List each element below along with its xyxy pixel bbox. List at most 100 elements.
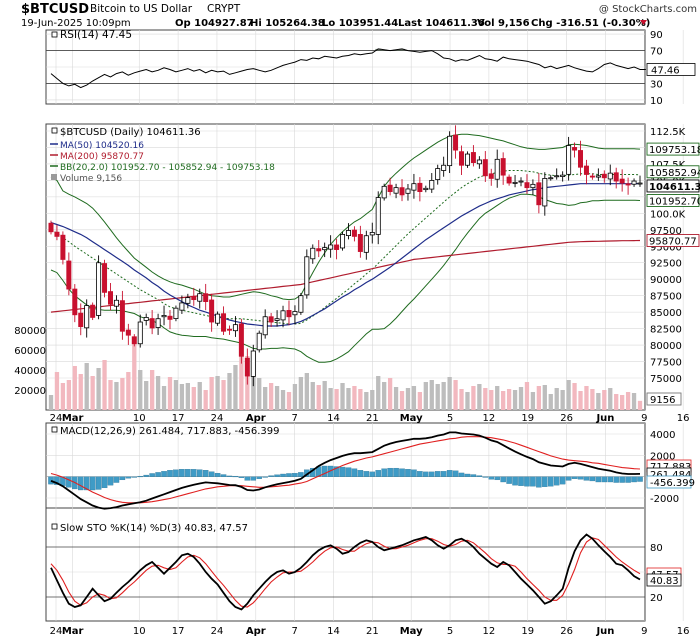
candle-body: [262, 316, 268, 336]
macd-histogram-bar: [125, 476, 132, 479]
x-tick-label: 19: [521, 413, 534, 424]
volume-bar: [280, 390, 286, 410]
volume-bar: [54, 372, 60, 410]
bb-upper-tag-label: 109753.18: [649, 145, 700, 156]
volume-bar: [483, 388, 488, 410]
candle-body: [375, 197, 381, 235]
x-tick-label: 16: [677, 626, 690, 637]
volume-bar: [322, 381, 327, 410]
candle-body: [512, 181, 518, 184]
macd-histogram-bar: [196, 469, 203, 477]
candle-body: [96, 262, 102, 316]
volume-bar: [631, 393, 637, 410]
volume-bar: [501, 391, 506, 410]
candle-body: [173, 307, 179, 319]
candle-body: [298, 295, 304, 313]
rsi-y-tick: 90: [650, 30, 663, 41]
volume-bar: [465, 392, 470, 410]
bb-lower-line: [50, 193, 641, 363]
macd-histogram-bar: [208, 471, 215, 477]
macd-histogram-bar: [530, 476, 536, 487]
volume-bar: [340, 383, 345, 410]
macd-histogram-bar: [637, 476, 643, 482]
volume-bar: [316, 385, 321, 410]
volume-bar: [477, 384, 482, 410]
price-y-tick: 97500: [650, 226, 682, 237]
candle-body: [417, 182, 423, 192]
macd-histogram-bar: [494, 476, 500, 481]
candle-body: [137, 321, 143, 345]
macd-histogram-bar: [107, 476, 114, 486]
stochastic-k-line: [50, 533, 641, 611]
candle-body: [613, 172, 619, 182]
candle-body: [226, 328, 232, 331]
candle-body: [345, 230, 351, 236]
volume-bar: [376, 376, 381, 410]
volume-bar: [560, 390, 565, 410]
macd-histogram-bar: [280, 473, 286, 477]
macd-value-label: 717.883: [650, 462, 691, 473]
macd-histogram-bar: [613, 476, 619, 483]
x-tick-label: May: [400, 626, 423, 637]
volume-bar: [132, 344, 137, 410]
x-tick-label: 14: [327, 413, 340, 424]
macd-histogram-bar: [155, 472, 161, 477]
volume-y-tick: 20000: [14, 386, 46, 397]
macd-y-tick: -2000: [650, 494, 679, 505]
candle-body: [578, 150, 584, 168]
volume-bar: [167, 377, 173, 410]
candle-body: [280, 310, 286, 321]
rsi-value-label: 47.46: [651, 65, 680, 76]
header-high: Hi 105264.38: [250, 18, 325, 29]
volume-bar: [221, 380, 226, 410]
x-tick-label: 10: [133, 413, 146, 424]
candle-body: [518, 180, 524, 183]
x-tick-label: 16: [677, 413, 690, 424]
candle-body: [631, 180, 637, 185]
volume-tag-label: 9156: [650, 395, 675, 406]
volume-bar: [405, 388, 411, 410]
x-tick-label: Mar: [62, 413, 84, 424]
candle-body: [274, 318, 280, 321]
candle-body: [292, 311, 298, 316]
macd-histogram-bar: [149, 473, 155, 477]
candle-body: [589, 175, 595, 178]
symbol-title: $BTCUSD: [21, 2, 89, 17]
macd-histogram-bar: [143, 474, 149, 477]
candle-body: [328, 244, 334, 250]
macd-histogram-bar: [191, 469, 197, 477]
macd-histogram-bar: [387, 467, 393, 477]
x-tick-label: Mar: [62, 626, 84, 637]
volume-bar: [179, 384, 185, 410]
candle-body: [554, 175, 560, 178]
price-y-tick: 77500: [650, 358, 682, 369]
macd-histogram-bar: [345, 467, 352, 477]
symbol-name: Bitcoin to US Dollar: [90, 3, 193, 15]
candle-body: [583, 165, 589, 175]
x-tick-label: 5: [447, 626, 453, 637]
macd-y-tick: 2000: [650, 451, 675, 462]
volume-bar: [637, 400, 643, 410]
rsi-legend-text: RSI(14) 47.45: [60, 29, 132, 41]
x-tick-label: 7: [291, 413, 297, 424]
stochastic-y-tick: 20: [650, 593, 663, 604]
macd-histogram-bar: [423, 471, 429, 477]
volume-bar: [66, 380, 71, 410]
volume-bar: [298, 377, 304, 410]
candle-body: [286, 310, 292, 318]
volume-bar: [197, 382, 202, 410]
candle-body: [256, 332, 262, 351]
x-tick-label: 10: [133, 626, 146, 637]
macd-value-label: 261.484: [650, 470, 691, 481]
volume-bar: [530, 392, 536, 410]
candle-body: [459, 151, 465, 166]
macd-histogram-bar: [363, 471, 370, 477]
last-price-tag: [646, 179, 700, 193]
stochastic-legend: Slow STO %K(14) %D(3) 40.83, 47.57: [51, 523, 248, 534]
macd-histogram-bar: [417, 471, 423, 477]
candle-body: [542, 178, 548, 207]
rsi-legend: RSI(14) 47.45: [51, 29, 132, 41]
macd-histogram-bar: [452, 470, 459, 477]
price-legend-ma50: MA(50) 104520.16: [60, 141, 144, 151]
price-y-tick: 85000: [650, 308, 682, 319]
